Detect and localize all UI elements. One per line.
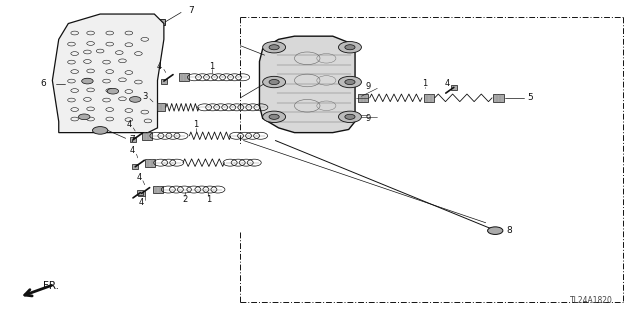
Bar: [145, 159, 155, 167]
Bar: [109, 39, 116, 42]
Circle shape: [79, 114, 90, 120]
Text: 5: 5: [527, 93, 533, 102]
Text: 4: 4: [129, 146, 134, 155]
Text: 4: 4: [445, 79, 450, 88]
Circle shape: [339, 111, 362, 122]
Bar: [179, 73, 189, 81]
Circle shape: [107, 88, 118, 94]
Text: 1: 1: [206, 195, 211, 204]
Text: 3: 3: [142, 92, 147, 101]
Bar: [451, 85, 457, 90]
Bar: [137, 190, 143, 195]
Circle shape: [93, 127, 108, 134]
Bar: [72, 38, 78, 41]
Circle shape: [262, 41, 285, 53]
Bar: [130, 137, 136, 142]
Circle shape: [269, 79, 279, 85]
Polygon shape: [52, 14, 164, 133]
Bar: [75, 92, 81, 95]
Text: 4: 4: [157, 62, 162, 71]
Text: 4: 4: [139, 198, 144, 207]
Circle shape: [339, 76, 362, 88]
Text: FR.: FR.: [43, 281, 59, 291]
Circle shape: [339, 41, 362, 53]
Bar: [106, 93, 113, 96]
Text: 7: 7: [129, 135, 135, 145]
Circle shape: [345, 114, 355, 119]
Text: 7: 7: [188, 6, 193, 15]
Bar: [358, 94, 369, 102]
Text: 6: 6: [40, 79, 45, 88]
Circle shape: [345, 45, 355, 50]
Circle shape: [488, 227, 503, 234]
Polygon shape: [259, 36, 355, 133]
Bar: [154, 103, 164, 111]
Circle shape: [262, 76, 285, 88]
Circle shape: [129, 97, 141, 102]
Text: 8: 8: [506, 226, 512, 235]
Bar: [132, 164, 138, 169]
Text: 1: 1: [422, 79, 428, 88]
Bar: [141, 132, 152, 140]
Bar: [135, 44, 141, 47]
Bar: [81, 38, 88, 41]
Bar: [153, 186, 163, 194]
Circle shape: [345, 79, 355, 85]
Text: TL24A1820: TL24A1820: [570, 296, 613, 305]
Circle shape: [262, 111, 285, 122]
Bar: [493, 94, 504, 102]
Bar: [151, 19, 165, 25]
Text: 9: 9: [365, 114, 371, 123]
Circle shape: [82, 78, 93, 84]
Text: 2: 2: [182, 195, 188, 204]
Text: 1: 1: [193, 120, 198, 129]
Text: _: _: [252, 160, 255, 166]
Circle shape: [269, 114, 279, 119]
Text: 1: 1: [209, 62, 214, 71]
Text: 4: 4: [126, 120, 131, 129]
Bar: [424, 94, 434, 102]
Bar: [161, 78, 167, 84]
Circle shape: [269, 45, 279, 50]
Bar: [138, 191, 145, 196]
Bar: [91, 92, 97, 95]
Text: 4: 4: [137, 173, 142, 182]
Text: 9: 9: [365, 82, 371, 91]
